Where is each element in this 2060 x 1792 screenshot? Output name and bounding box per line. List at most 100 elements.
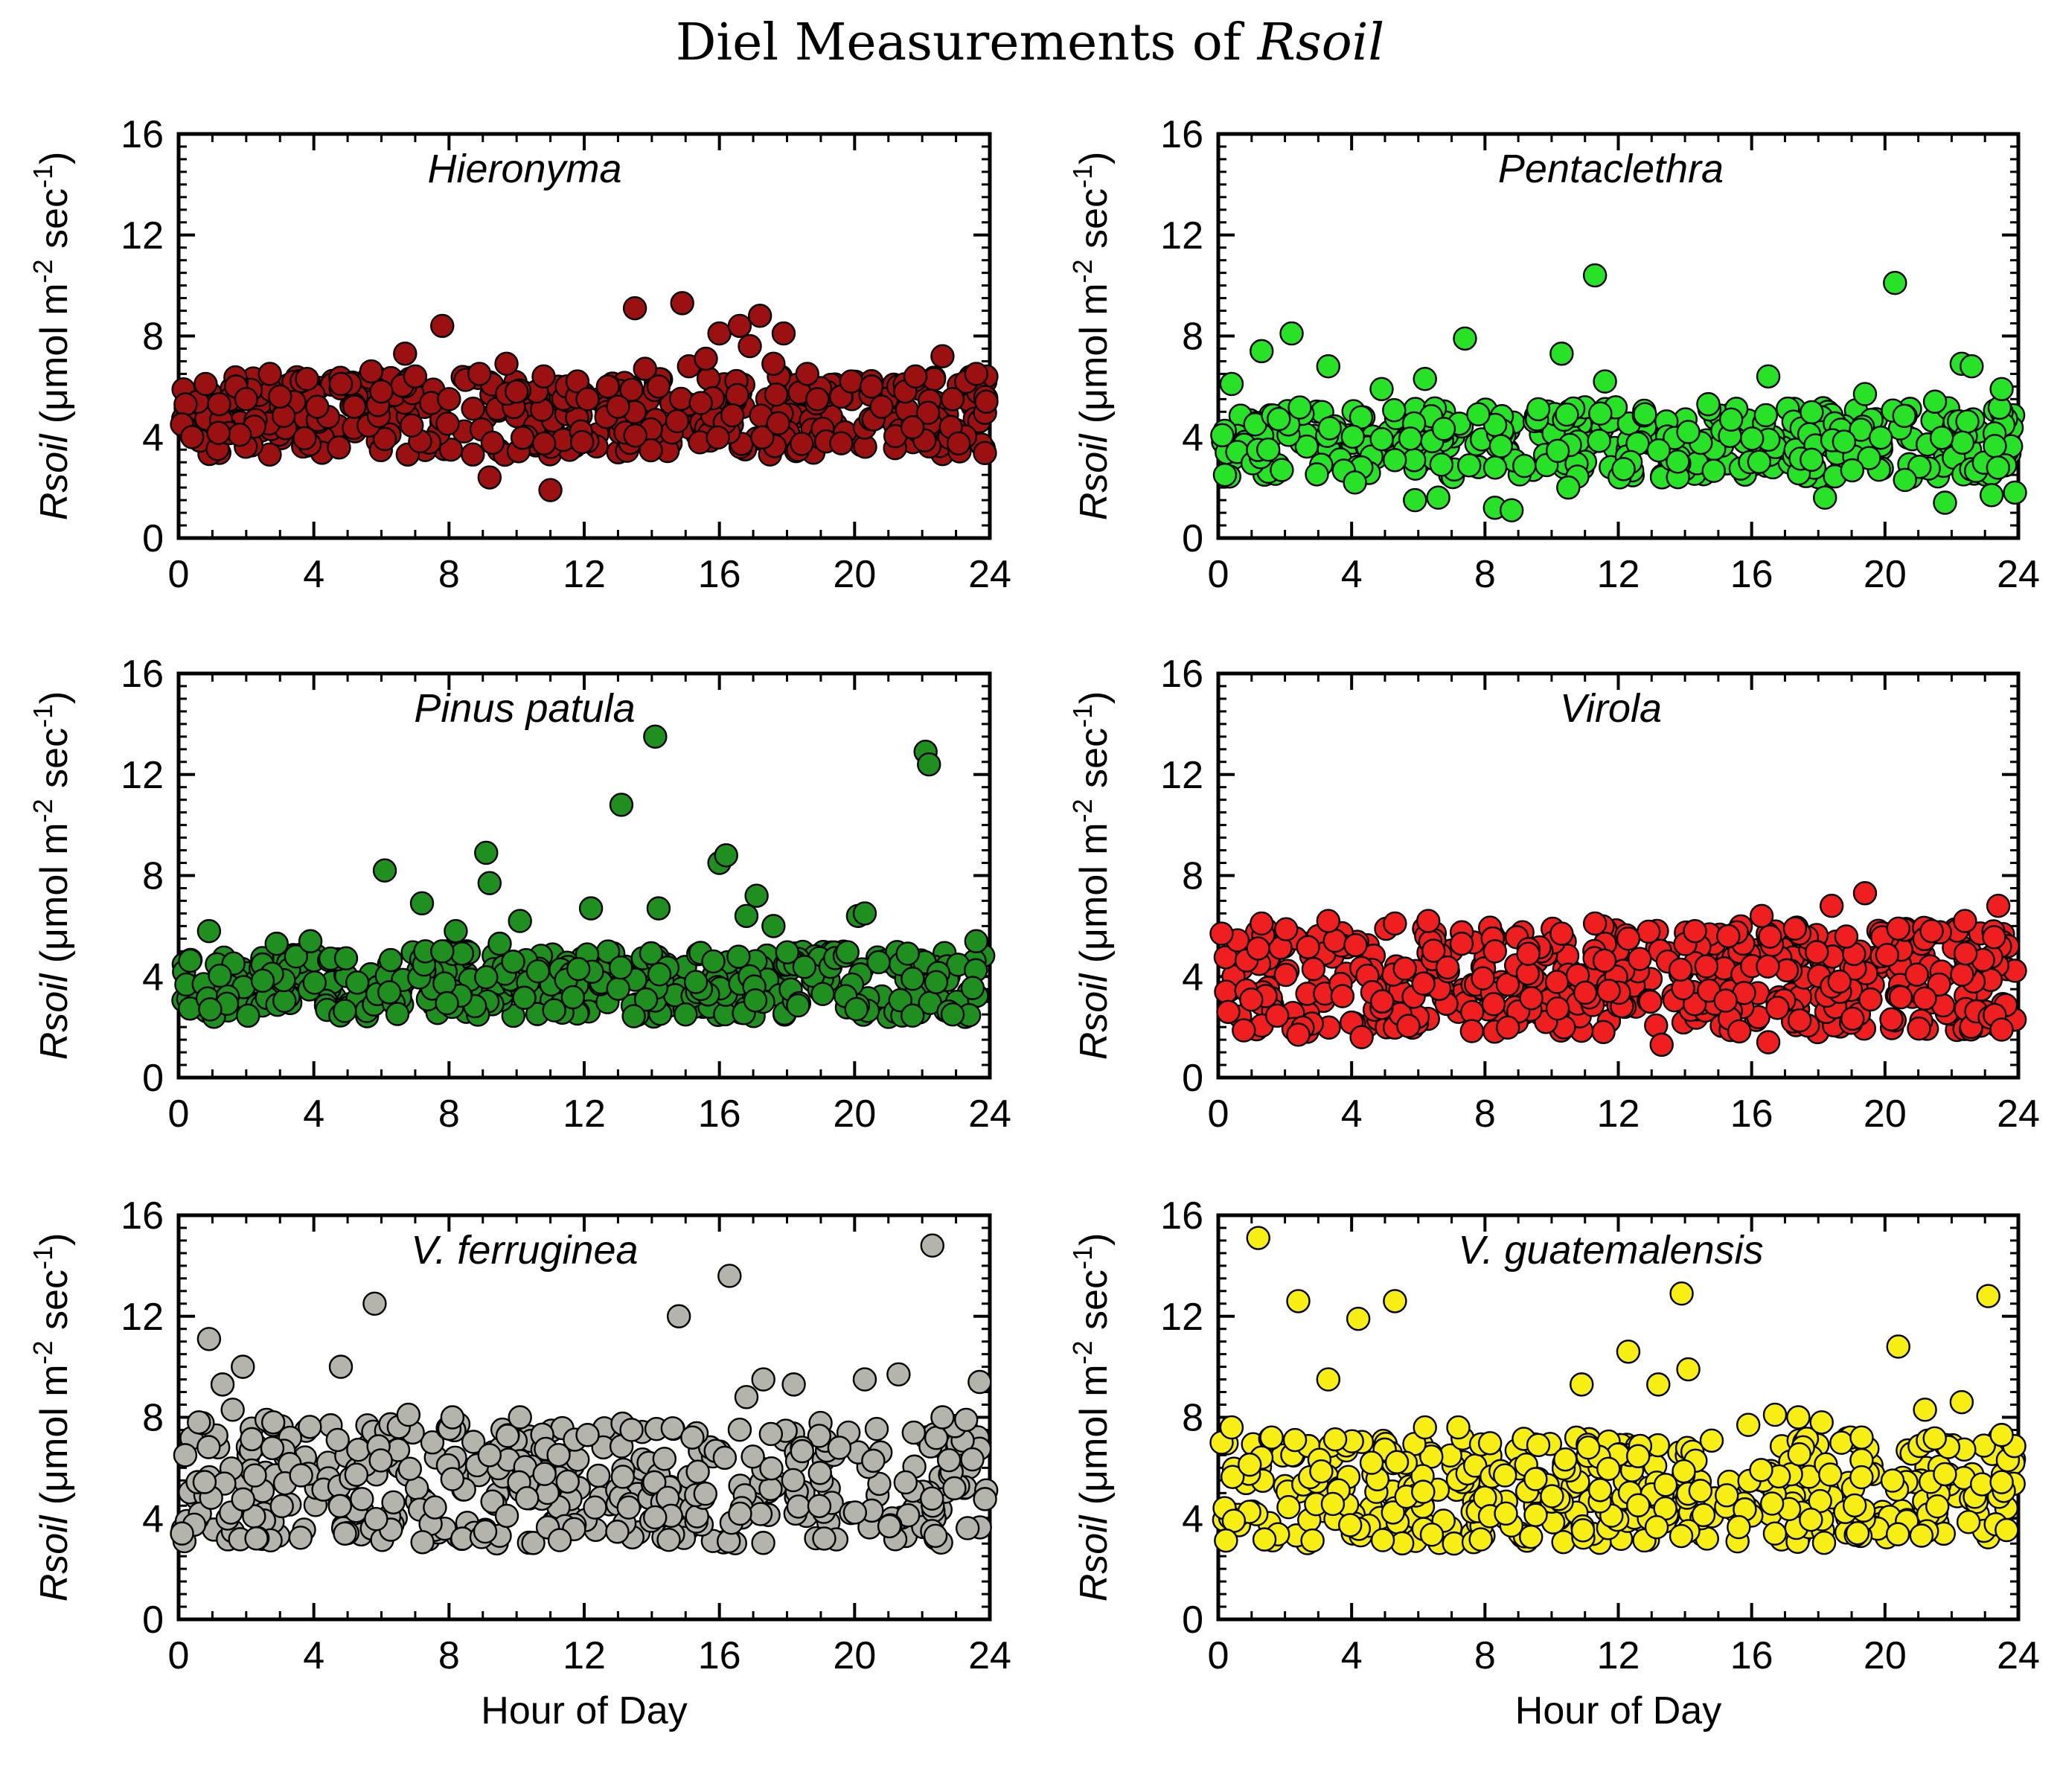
data-point bbox=[720, 403, 745, 428]
data-point bbox=[1488, 434, 1514, 458]
data-point bbox=[173, 392, 198, 417]
data-point bbox=[964, 362, 989, 386]
data-point bbox=[1416, 909, 1441, 933]
y-tick-label: 8 bbox=[1182, 316, 1203, 359]
y-axis-label-end: ) bbox=[33, 1233, 76, 1246]
data-point bbox=[1551, 1529, 1576, 1555]
data-point bbox=[560, 985, 586, 1010]
panel-title: V. ferruginea bbox=[411, 1228, 638, 1273]
data-point bbox=[1747, 449, 1772, 474]
data-point bbox=[1759, 1491, 1785, 1516]
y-tick-label: 0 bbox=[1182, 1057, 1203, 1100]
x-tick-label: 20 bbox=[833, 1634, 876, 1677]
y-axis-label-end: ) bbox=[1072, 691, 1116, 704]
y-tick-label: 4 bbox=[142, 1497, 164, 1540]
y-tick-label: 4 bbox=[1182, 1497, 1203, 1540]
data-point bbox=[477, 1443, 502, 1468]
data-point bbox=[734, 903, 759, 929]
data-point bbox=[759, 1456, 784, 1481]
data-point bbox=[258, 362, 282, 386]
panel-title: Hieronyma bbox=[427, 147, 621, 191]
data-point bbox=[842, 1500, 868, 1525]
data-point bbox=[1989, 377, 2014, 401]
data-point bbox=[547, 1528, 572, 1552]
data-point bbox=[289, 1463, 313, 1488]
data-point bbox=[1403, 487, 1427, 513]
data-point bbox=[610, 1465, 636, 1489]
data-point bbox=[643, 1505, 668, 1530]
data-point bbox=[196, 918, 222, 944]
data-point bbox=[1683, 918, 1707, 944]
data-point bbox=[480, 430, 505, 455]
data-point bbox=[670, 291, 694, 316]
data-point bbox=[829, 431, 854, 455]
data-point bbox=[744, 883, 769, 908]
data-point bbox=[685, 1459, 710, 1484]
data-point bbox=[859, 374, 884, 399]
x-tick-label: 4 bbox=[303, 553, 324, 596]
data-point bbox=[1413, 1415, 1437, 1440]
data-point bbox=[619, 1418, 644, 1442]
x-tick-label: 20 bbox=[833, 553, 876, 596]
data-point bbox=[1925, 1494, 1950, 1519]
data-point bbox=[409, 891, 435, 916]
x-tick-label: 0 bbox=[1208, 1092, 1229, 1136]
data-point bbox=[1818, 1462, 1843, 1487]
x-tick-label: 12 bbox=[1597, 553, 1640, 596]
x-tick-label: 20 bbox=[833, 1092, 876, 1136]
data-point bbox=[946, 431, 971, 456]
data-point bbox=[1849, 1425, 1874, 1450]
data-point bbox=[1526, 397, 1551, 422]
data-point bbox=[1300, 1528, 1325, 1553]
x-tick-label: 20 bbox=[1864, 553, 1907, 596]
data-point bbox=[1419, 1523, 1445, 1547]
data-point bbox=[616, 1495, 641, 1520]
y-tick-label: 0 bbox=[142, 1599, 164, 1642]
x-tick-label: 4 bbox=[303, 1634, 324, 1677]
data-point bbox=[1956, 1510, 1981, 1535]
data-point bbox=[1669, 1523, 1694, 1549]
data-point bbox=[1383, 1289, 1407, 1313]
data-point bbox=[795, 362, 819, 386]
data-point bbox=[538, 478, 563, 502]
data-point bbox=[1270, 458, 1294, 482]
data-point bbox=[1453, 326, 1477, 351]
data-point bbox=[1383, 911, 1407, 936]
data-point bbox=[1995, 1517, 2019, 1543]
x-tick-label: 8 bbox=[1474, 1634, 1496, 1677]
data-point bbox=[1646, 438, 1671, 463]
data-point bbox=[512, 985, 537, 1010]
data-point bbox=[1953, 909, 1977, 933]
y-axis-label-exp2: -1 bbox=[1067, 704, 1098, 728]
data-point bbox=[1805, 940, 1829, 964]
data-point bbox=[1576, 1436, 1601, 1460]
data-point bbox=[1468, 1527, 1493, 1552]
data-point bbox=[786, 1494, 811, 1519]
data-point bbox=[1592, 948, 1617, 973]
data-point bbox=[973, 441, 997, 465]
data-point bbox=[1696, 391, 1721, 417]
data-point bbox=[1219, 371, 1244, 397]
data-point bbox=[1949, 1389, 1974, 1415]
data-point bbox=[960, 976, 985, 1000]
data-point bbox=[369, 379, 394, 404]
data-point bbox=[1570, 1518, 1596, 1543]
data-point bbox=[423, 1495, 447, 1520]
y-axis-label-end: ) bbox=[1072, 152, 1116, 164]
x-tick-label: 8 bbox=[438, 1634, 460, 1677]
data-point bbox=[187, 1410, 211, 1435]
data-point bbox=[761, 351, 786, 377]
data-point bbox=[954, 1407, 979, 1433]
data-point bbox=[924, 1426, 949, 1450]
x-tick-label: 20 bbox=[1864, 1092, 1907, 1136]
y-tick-label: 16 bbox=[121, 1194, 164, 1238]
x-tick-label: 4 bbox=[303, 1092, 324, 1136]
data-point bbox=[1904, 962, 1929, 987]
data-point bbox=[694, 346, 718, 371]
data-point bbox=[1626, 1493, 1651, 1517]
data-point bbox=[727, 313, 752, 339]
data-point bbox=[1893, 467, 1917, 493]
data-point bbox=[915, 400, 941, 425]
data-point bbox=[288, 1526, 313, 1550]
data-point bbox=[751, 1367, 775, 1392]
